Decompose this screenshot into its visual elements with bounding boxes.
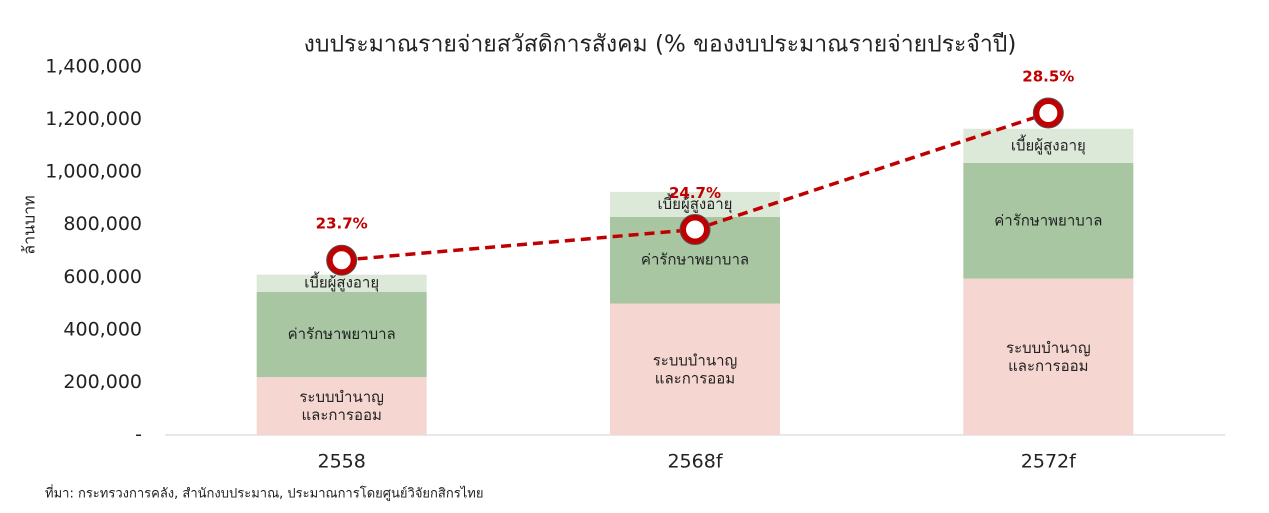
y-axis-label: ล้านบาท [20, 195, 39, 254]
y-tick-label: 600,000 [63, 266, 142, 288]
segment-label: ค่ารักษาพยาบาล [641, 251, 749, 269]
segment-label: ระบบบำนาญและการออม [1006, 338, 1091, 374]
segment-label: เบี้ยผู้สูงอายุ [304, 272, 379, 293]
marker-ring [679, 214, 711, 246]
bar-segment [963, 128, 1134, 163]
bar-segment [963, 278, 1134, 435]
segment-label: เบี้ยผู้สูงอายุ [658, 193, 733, 214]
segment-label: ระบบบำนาญและการออม [653, 351, 738, 387]
segment-label: ระบบบำนาญและการออม [299, 388, 384, 424]
marker-ring [1032, 97, 1064, 129]
y-tick-label: 400,000 [63, 318, 142, 340]
bar-segment [963, 162, 1134, 279]
x-tick-label: 2572f [1021, 451, 1077, 473]
marker-ring [326, 244, 358, 276]
y-tick-label: 200,000 [63, 371, 142, 393]
line-marker [326, 245, 357, 276]
bar-segment [610, 303, 780, 435]
y-tick-label: - [135, 424, 142, 446]
segment-label: ค่ารักษาพยาบาล [994, 211, 1102, 229]
segment-label: เบี้ยผู้สูงอายุ [1011, 134, 1086, 155]
line-marker [680, 214, 710, 245]
value-label: 23.7% [316, 215, 368, 233]
y-tick-label: 1,200,000 [45, 108, 142, 130]
x-tick-label: 2568f [667, 451, 723, 473]
chart-title: งบประมาณรายจ่ายสวัสดิการสังคม (% ของงบปร… [304, 32, 1017, 58]
bar-segment [256, 274, 427, 292]
bar-segment [256, 291, 427, 378]
y-tick-label: 800,000 [63, 213, 142, 235]
source-note: ที่มา: กระทรวงการคลัง, สำนักงบประมาณ, ปร… [45, 485, 483, 502]
bar-segment [610, 191, 780, 217]
segment-label: ค่ารักษาพยาบาล [288, 325, 396, 343]
value-label: 28.5% [1022, 68, 1074, 86]
y-tick-label: 1,400,000 [45, 56, 142, 78]
y-tick-label: 1,000,000 [45, 161, 142, 183]
bar-segment [256, 377, 427, 435]
value-label: 24.7% [669, 184, 721, 202]
x-tick-label: 2558 [317, 451, 365, 473]
line-marker [1033, 98, 1064, 128]
